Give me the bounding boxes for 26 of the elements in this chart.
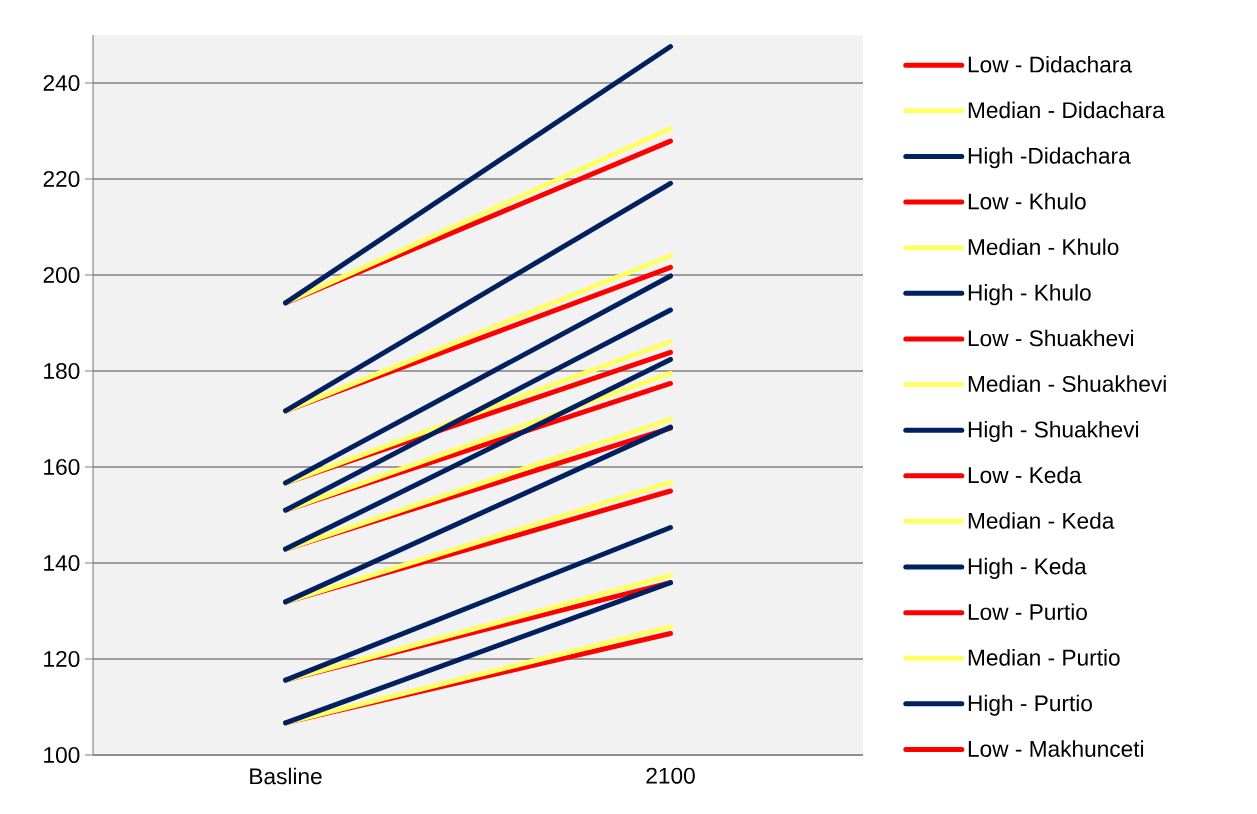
legend-label: High - Shuakhevi <box>968 420 1139 443</box>
legend-label: High - Khulo <box>968 284 1091 306</box>
legend-label: Low - Makhunceti <box>968 740 1144 757</box>
x-tick-label: Basline <box>250 767 322 785</box>
y-tick-label: 200 <box>43 266 80 284</box>
y-tick-label: 100 <box>44 746 80 764</box>
legend-label: Median - Khulo <box>968 238 1119 256</box>
y-tick-label: 180 <box>44 362 80 380</box>
y-tick-label: 140 <box>44 554 80 572</box>
legend-label: Low - Keda <box>968 466 1082 484</box>
legend-label: Median - Purtio <box>968 649 1120 666</box>
legend-label: High -Didachara <box>968 147 1131 169</box>
y-tick-label: 120 <box>44 650 80 668</box>
legend-label: Low - Khulo <box>968 192 1086 210</box>
legend-label: High - Purtio <box>968 694 1092 716</box>
legend-label: High - Keda <box>968 557 1087 579</box>
y-tick-label: 240 <box>43 74 80 92</box>
y-tick-label: 220 <box>43 170 80 188</box>
legend-label: Median - Didachara <box>968 101 1165 119</box>
legend-label: Low - Shuakhevi <box>968 329 1133 347</box>
legend-label: Median - Shuakhevi <box>968 375 1166 392</box>
x-tick-label: 2100 <box>646 767 695 784</box>
y-tick-label: 160 <box>44 458 80 476</box>
legend-label: Low - Didachara <box>968 55 1132 73</box>
legend-label: Low - Purtio <box>968 603 1087 621</box>
legend-label: Median - Keda <box>968 512 1115 529</box>
